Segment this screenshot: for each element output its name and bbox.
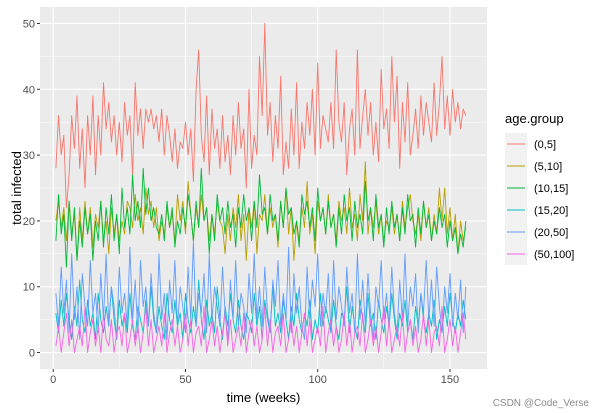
y-tick-label: 50: [23, 18, 35, 30]
series-line: [55, 167, 467, 268]
x-tick-label: 50: [179, 374, 191, 386]
legend-label: (15,20]: [534, 205, 568, 217]
y-tick-label: 40: [23, 84, 35, 96]
legend-title: age.group: [505, 111, 564, 126]
y-tick-label: 10: [23, 282, 35, 294]
series-lines: [55, 23, 467, 353]
legend-label: (20,50]: [534, 227, 568, 239]
y-tick-label: 20: [23, 216, 35, 228]
axis-ticks: 0 50 100 150 0 10 20 30 40 50: [23, 18, 459, 386]
series-line: [55, 306, 467, 353]
y-tick-label: 0: [29, 348, 35, 360]
x-tick-label: 100: [309, 374, 327, 386]
legend-label: (5,10]: [534, 161, 562, 173]
y-axis-title: total infected: [9, 151, 24, 225]
legend-label: (50,100]: [534, 249, 574, 261]
legend-label: (10,15]: [534, 183, 568, 195]
x-axis-title: time (weeks): [227, 390, 301, 405]
series-line: [55, 240, 467, 340]
legend: age.group (0,5] (5,10] (10,15] (15,20] (20,5…: [505, 111, 574, 265]
series-line: [55, 23, 467, 209]
x-tick-label: 150: [441, 374, 459, 386]
x-tick-label: 0: [50, 374, 56, 386]
legend-label: (0,5]: [534, 139, 556, 151]
watermark-text: CSDN @Code_Verse: [492, 398, 589, 409]
y-tick-label: 30: [23, 150, 35, 162]
